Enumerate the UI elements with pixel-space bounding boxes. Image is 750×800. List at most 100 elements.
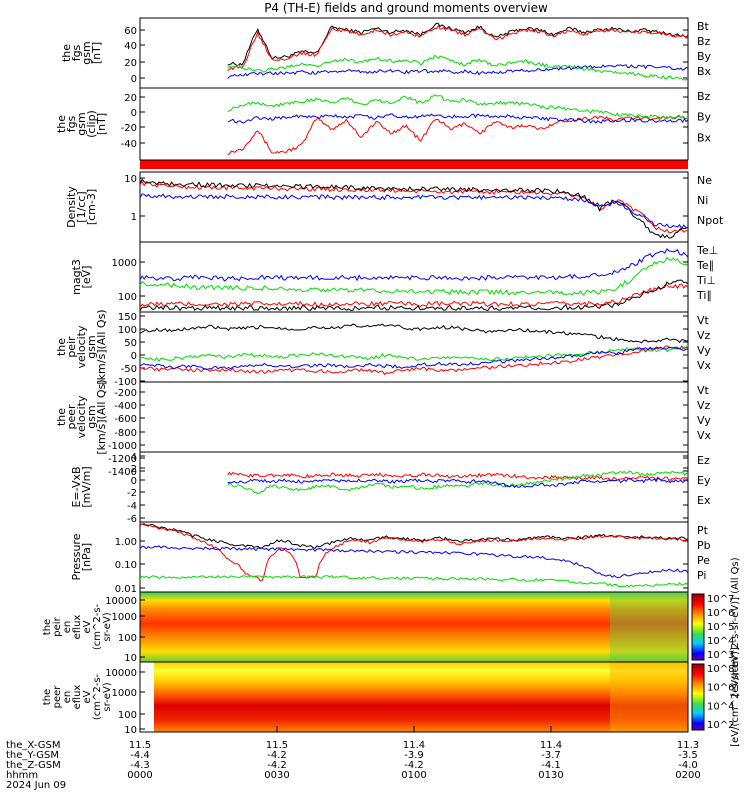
y-tick-label: 40 <box>124 41 137 52</box>
series-Bx <box>227 64 689 79</box>
panel-pressure: 1.00 0.10 0.01 Pressure[nPa] Pt Pb Pe Pi <box>70 521 711 595</box>
panels: 6040200thefgsgsm[nT]BtBzByBx200-20-40the… <box>55 17 724 595</box>
panel-peer_velocity: -200 -400 -600 -800 -1000 -1200 -1400 thepeerve… <box>55 379 712 478</box>
y-tick-label: 1000 <box>112 258 137 269</box>
legend-Bz: Bz <box>697 90 711 103</box>
x-tick-label: 0100 <box>401 770 426 781</box>
colorbar-tick-label: 10^4 <box>707 636 734 647</box>
y-axis-label: the <box>42 619 53 635</box>
x-row-label: hhmm <box>6 770 38 781</box>
y-axis-label: [eV] <box>80 266 93 289</box>
spectrogram-image <box>140 592 688 662</box>
y-tick-label: -100 <box>114 377 137 388</box>
y-axis-label: the <box>60 44 73 62</box>
legend-Vt: Vt <box>697 314 710 327</box>
y-axis-label: gsm <box>85 335 98 358</box>
colorbar-label: [eV/(cm^2-s-sr-eV)] <box>730 647 741 747</box>
y-tick-label: 10000 <box>105 668 137 679</box>
y-axis-label: [nPa] <box>80 543 93 571</box>
y-tick-label: -2 <box>127 488 137 499</box>
y-axis-label: E=-VxB <box>70 466 83 507</box>
y-tick-label: 2 <box>131 464 137 475</box>
series-Ti∥ <box>139 256 689 296</box>
y-tick-label: -1200 <box>108 454 137 465</box>
legend-Vx: Vx <box>697 429 712 442</box>
y-tick-label: -800 <box>114 428 137 439</box>
y-tick-label: 100 <box>118 710 137 721</box>
legend-Te∥: Te∥ <box>696 259 714 272</box>
y-tick-label: 1 <box>131 212 137 223</box>
y-tick-label: 1.00 <box>115 537 137 548</box>
colorbar-tick-label: 10^6 <box>707 683 734 694</box>
y-tick-label: -6 <box>127 514 137 525</box>
y-axis-label: eflux <box>72 685 83 710</box>
legend-Vt: Vt <box>697 384 710 397</box>
x-tick-label: 0130 <box>538 770 563 781</box>
y-tick-label: 100 <box>118 633 137 644</box>
panel-efield: 420-2 -4 -6 E=-VxB[mV/m] Ez Ey Ex <box>70 451 711 525</box>
x-tick-label: 11.5 <box>129 740 151 751</box>
y-axis-label: velocity <box>75 395 88 438</box>
spectrogram-late-region <box>610 592 688 662</box>
y-axis-label: sr-eV) <box>102 612 113 641</box>
y-tick-label: 10000 <box>105 596 137 607</box>
series-Pb <box>139 523 689 582</box>
y-axis-label: (clip) <box>85 110 98 138</box>
x-tick-label: -4.4 <box>130 750 150 761</box>
y-tick-label: -20 <box>121 123 137 134</box>
y-tick-label: 4 <box>131 452 137 463</box>
legend-Ey: Ey <box>697 474 711 487</box>
series-Vx <box>139 346 689 370</box>
y-tick-label: 0.01 <box>115 584 137 595</box>
legend-Vz: Vz <box>697 329 711 342</box>
x-tick-label: 11.5 <box>266 740 288 751</box>
y-tick-label: 150 <box>118 312 137 323</box>
colorbar-tick-label: 10^3 <box>707 650 734 661</box>
y-tick-label: -200 <box>114 388 137 399</box>
legend-By: By <box>697 111 712 124</box>
y-axis-label: peer <box>52 685 63 709</box>
y-tick-label: 0 <box>131 476 137 487</box>
y-axis-label: the <box>55 338 68 356</box>
x-row-label: the_X-GSM <box>6 740 60 751</box>
legend-Ez: Ez <box>697 454 710 467</box>
y-axis-label: [mV/m] <box>80 466 93 507</box>
y-axis-label: peir <box>65 336 78 358</box>
y-tick-label: -600 <box>114 414 137 425</box>
y-tick-label: 10 <box>124 174 137 185</box>
y-tick-label: 50 <box>124 338 137 349</box>
y-axis-label: the <box>42 689 53 705</box>
y-tick-label: 60 <box>124 26 137 37</box>
x-tick-label: -4.3 <box>130 760 150 771</box>
legend-Ni: Ni <box>697 194 708 207</box>
panel-temperature: 1000 100 magt3[eV] Te⊥ Te∥ Ti⊥ Ti∥ <box>70 241 718 313</box>
legend-Bt: Bt <box>697 20 710 33</box>
y-axis-label: velocity <box>75 325 88 368</box>
x-row-label: 2024 Jun 09 <box>6 780 66 791</box>
y-tick-label: -40 <box>121 139 137 150</box>
colorbar <box>691 593 705 661</box>
x-tick-label: -4.1 <box>541 760 561 771</box>
y-tick-label: -1400 <box>108 467 137 478</box>
y-tick-label: -4 <box>127 501 137 512</box>
y-tick-label: -400 <box>114 401 137 412</box>
x-tick-label: 0030 <box>264 770 289 781</box>
legend-Ne: Ne <box>697 174 712 187</box>
y-tick-label: 0 <box>131 74 137 85</box>
series-Npot <box>139 193 689 230</box>
legend-Pt: Pt <box>697 524 709 537</box>
y-axis-label: (cm^2-s- <box>92 673 103 720</box>
panel-frame <box>139 381 689 453</box>
legend-Pb: Pb <box>697 539 711 552</box>
x-row-label: the_Z-GSM <box>6 760 61 771</box>
y-axis-label: en <box>62 691 73 704</box>
panel-frame <box>139 87 689 161</box>
x-tick-label: 11.3 <box>677 740 699 751</box>
x-axis-labels: the_X-GSM 11.5 11.5 11.4 11.4 11.3 the_Y-GSM -4… <box>6 726 701 791</box>
y-tick-label: -50 <box>121 364 137 375</box>
series-Bz <box>227 24 689 72</box>
x-tick-label: 11.4 <box>403 740 425 751</box>
legend-Bx: Bx <box>697 131 712 144</box>
y-tick-label: 0 <box>131 351 137 362</box>
